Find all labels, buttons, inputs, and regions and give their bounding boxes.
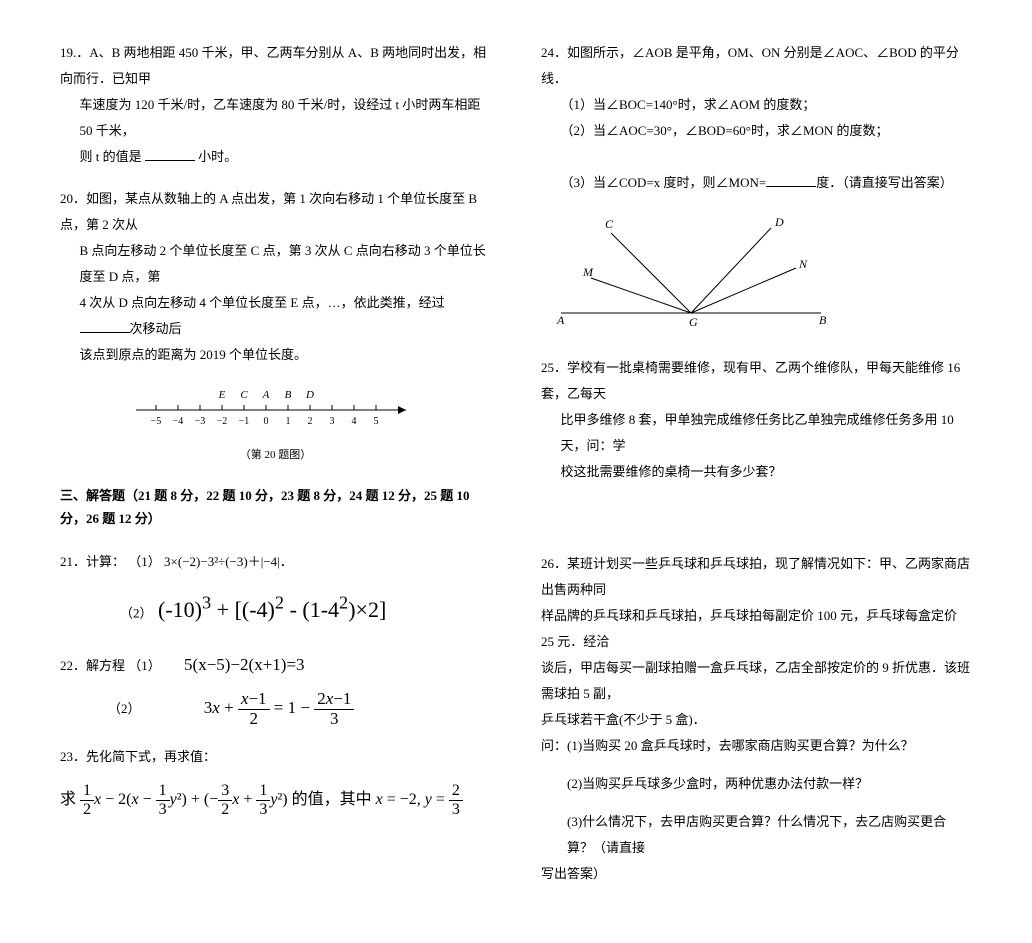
q21-title: 计算： (86, 554, 125, 569)
q26-l2: 样品牌的乒乓球和乒乓球拍，乒乓球拍每副定价 100 元，乒乓球每盒定价 25 元… (541, 608, 957, 649)
question-23: 23．先化简下式，再求值： 求 12x − 2(x − 13y²) + (−32… (60, 744, 491, 818)
q22-title: 解方程 (86, 658, 125, 673)
svg-text:1: 1 (285, 416, 290, 427)
question-26: 26．某班计划买一些乒乓球和乒乓球拍，现了解情况如下：甲、乙两家商店出售两种同 … (541, 551, 972, 887)
svg-text:2: 2 (307, 416, 312, 427)
q26-num: 26． (541, 556, 567, 571)
q20-l3p: 次移动后 (130, 321, 182, 336)
q21-p1l: （1） (128, 554, 161, 569)
q26-ask: 问： (541, 738, 567, 753)
svg-text:D: D (305, 389, 314, 401)
label-N: N (798, 257, 808, 271)
q26-l3: 谈后，甲店每买一副球拍赠一盒乒乓球，乙店全部按定价的 9 折优惠．该班需球拍 5… (541, 660, 970, 701)
section-3-title: 三、解答题（21 题 8 分，22 题 10 分，23 题 8 分，24 题 1… (60, 484, 491, 531)
question-22: 22．解方程 （1） 5(x−5)−2(x+1)=3 （2） 3x + x−12… (60, 648, 491, 728)
q19-num: 19. (60, 45, 76, 60)
q22-eq1: 5(x−5)−2(x+1)=3 (184, 655, 305, 674)
label-G: G (689, 315, 698, 328)
q19-l2: 车速度为 120 千米/时，乙车速度为 80 千米/时，设经过 t 小时两车相距… (80, 97, 481, 138)
svg-text:5: 5 (373, 416, 378, 427)
q26-p3: (3)什么情况下，去甲店购买更合算？什么情况下，去乙店购买更合算？（请直接 (567, 814, 946, 855)
q21-num: 21． (60, 554, 86, 569)
blank (145, 147, 195, 161)
q26-p2: (2)当购买乒乓球多少盒时，两种优惠办法付款一样？ (567, 776, 868, 791)
q26-p1: (1)当购买 20 盒乒乓球时，去哪家商店购买更合算？为什么？ (567, 738, 914, 753)
q19-l3b: 小时。 (195, 149, 237, 164)
question-19: 19.．A、B 两地相距 450 千米，甲、乙两车分别从 A、B 两地同时出发，… (60, 40, 491, 170)
label-D: D (774, 215, 784, 229)
question-24: 24．如图所示，∠AOB 是平角，OM、ON 分别是∠AOC、∠BOD 的平分线… (541, 40, 972, 337)
q22-num: 22． (60, 658, 86, 673)
blank (80, 319, 130, 333)
q24-p2: （2）当∠AOC=30°，∠BOD=60°时，求∠MON 的度数； (561, 123, 889, 138)
svg-text:0: 0 (263, 416, 268, 427)
q25-l1: 学校有一批桌椅需要维修，现有甲、乙两个维修队，甲每天能维修 16 套，乙每天 (541, 360, 960, 401)
q24-num: 24． (541, 45, 567, 60)
q24-p1: （1）当∠BOC=140°时，求∠AOM 的度数； (561, 97, 816, 112)
q24-l1: 如图所示，∠AOB 是平角，OM、ON 分别是∠AOC、∠BOD 的平分线． (541, 45, 959, 86)
svg-text:−1: −1 (238, 416, 249, 427)
label-A: A (556, 313, 565, 327)
question-21: 21．计算： （1） 3×(−2)−3²÷(−3)＋|−4|． （2） (-10… (60, 549, 491, 632)
q20-l3: 4 次从 D 点向左移动 4 个单位长度至 E 点，…，依此类推，经过 (80, 295, 445, 310)
q24-p3b: 度．（请直接写出答案） (816, 175, 953, 190)
label-C: C (605, 217, 614, 231)
q25-num: 25． (541, 360, 567, 375)
q26-p3b: 写出答案） (541, 866, 606, 881)
q20-l4: 该点到原点的距离为 2019 个单位长度。 (80, 347, 308, 362)
label-M: M (582, 265, 594, 279)
q25-l3: 校这批需要维修的桌椅一共有多少套？ (561, 464, 782, 479)
svg-text:−4: −4 (172, 416, 183, 427)
svg-text:−2: −2 (216, 416, 227, 427)
numline-caption: （第 20 题图） (60, 444, 491, 466)
question-25: 25．学校有一批桌椅需要维修，现有甲、乙两个维修队，甲每天能维修 16 套，乙每… (541, 355, 972, 485)
q23-title: 先化简下式，再求值： (86, 749, 216, 764)
svg-text:−5: −5 (150, 416, 161, 427)
q20-num: 20． (60, 191, 86, 206)
q22-p1l: （1） (128, 658, 161, 673)
q19-l3a: 则 t 的值是 (80, 149, 145, 164)
blank (766, 173, 816, 187)
q19-l1: ．A、B 两地相距 450 千米，甲、乙两车分别从 A、B 两地同时出发，相向而… (60, 45, 486, 86)
svg-text:E: E (217, 389, 225, 401)
q21-formula-2: （2） (-10)3 + [(-4)2 - (1-42)×2] (120, 585, 491, 632)
q23-expression: 求 12x − 2(x − 13y²) + (−32x + 13y²) 的值，其… (60, 782, 491, 818)
angle-diagram: C M D N A G B (541, 208, 972, 337)
number-line-diagram: −5 −4 −3 −2 −1 0 1 2 3 4 5 E C A B D （第 20 题图） (60, 380, 491, 466)
svg-text:−3: −3 (194, 416, 205, 427)
question-20: 20．如图，某点从数轴上的 A 点出发，第 1 次向右移动 1 个单位长度至 B… (60, 186, 491, 466)
q21-p2l: （2） (120, 605, 153, 620)
svg-text:C: C (240, 389, 248, 401)
label-B: B (819, 313, 827, 327)
q22-part2: （2） 3x + x−12 = 1 − 2x−13 (60, 690, 491, 728)
q26-l4: 乒乓球若干盒(不少于 5 盒)． (541, 712, 706, 727)
q24-p3a: （3）当∠COD=x 度时，则∠MON= (561, 175, 767, 190)
svg-text:4: 4 (351, 416, 356, 427)
q21-p1: 3×(−2)−3²÷(−3)＋|−4|． (164, 554, 293, 569)
q26-l1: 某班计划买一些乒乓球和乒乓球拍，现了解情况如下：甲、乙两家商店出售两种同 (541, 556, 970, 597)
q23-num: 23． (60, 749, 86, 764)
q20-l1: 如图，某点从数轴上的 A 点出发，第 1 次向右移动 1 个单位长度至 B 点，… (60, 191, 477, 232)
section-3-text: 三、解答题（21 题 8 分，22 题 10 分，23 题 8 分，24 题 1… (60, 488, 470, 526)
q22-eq2: 3x + x−12 = 1 − 2x−13 (204, 698, 355, 717)
svg-text:3: 3 (329, 416, 334, 427)
svg-text:B: B (284, 389, 291, 401)
q25-l2: 比甲多维修 8 套，甲单独完成维修任务比乙单独完成维修任务多用 10 天，问：学 (561, 412, 954, 453)
left-column: 19.．A、B 两地相距 450 千米，甲、乙两车分别从 A、B 两地同时出发，… (60, 40, 491, 903)
svg-text:A: A (261, 389, 269, 401)
q22-p2l: （2） (108, 701, 141, 716)
right-column: 24．如图所示，∠AOB 是平角，OM、ON 分别是∠AOC、∠BOD 的平分线… (541, 40, 972, 903)
q20-l2: B 点向左移动 2 个单位长度至 C 点，第 3 次从 C 点向右移动 3 个单… (80, 243, 486, 284)
